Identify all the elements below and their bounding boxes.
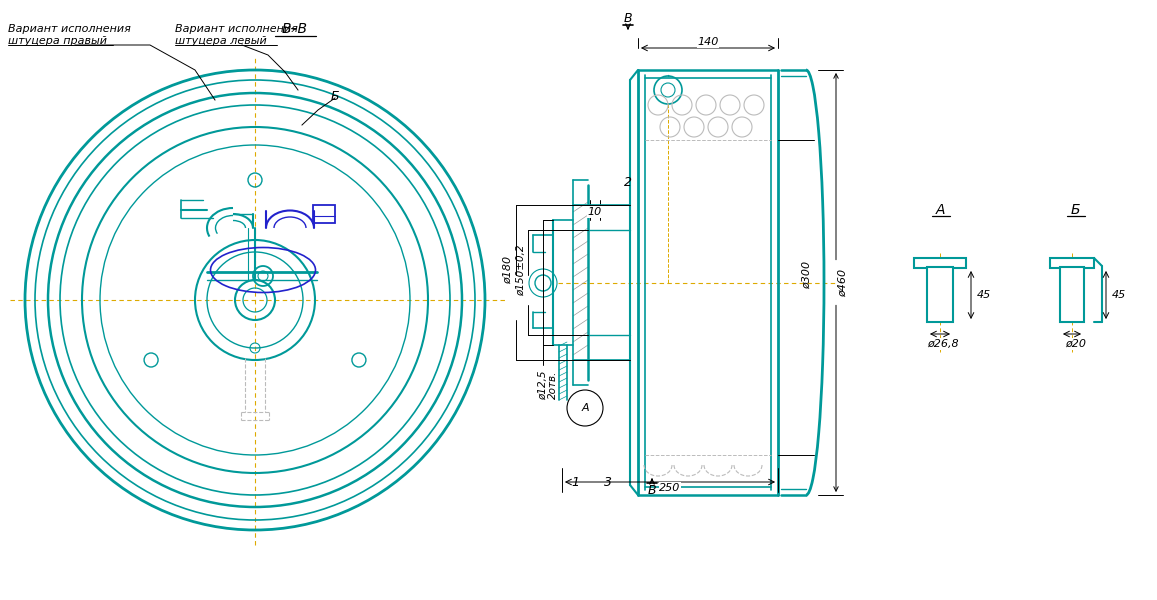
Text: В: В bbox=[648, 484, 656, 497]
Text: ø12,5: ø12,5 bbox=[538, 370, 548, 400]
Text: ø180: ø180 bbox=[503, 256, 513, 284]
Text: ø150±0,2: ø150±0,2 bbox=[516, 244, 526, 296]
Text: 3: 3 bbox=[604, 475, 612, 488]
Text: Б: Б bbox=[1070, 203, 1079, 217]
Text: ø26,8: ø26,8 bbox=[927, 339, 959, 349]
Text: штуцера правый: штуцера правый bbox=[8, 36, 106, 46]
Text: A: A bbox=[581, 403, 589, 413]
Text: А: А bbox=[935, 203, 945, 217]
Text: 45: 45 bbox=[1112, 290, 1126, 300]
Text: 1: 1 bbox=[572, 475, 578, 488]
Bar bbox=[914, 258, 966, 268]
Text: ø300: ø300 bbox=[802, 260, 812, 289]
Text: Вариант исполнения: Вариант исполнения bbox=[175, 24, 297, 34]
Text: 10: 10 bbox=[588, 207, 602, 217]
Bar bbox=[314, 205, 336, 223]
Text: ø20: ø20 bbox=[1066, 339, 1086, 349]
Bar bbox=[927, 267, 953, 322]
Text: штуцера левый: штуцера левый bbox=[175, 36, 267, 46]
Text: В–В: В–В bbox=[282, 22, 308, 36]
Text: 2отв.: 2отв. bbox=[548, 371, 558, 399]
Text: В: В bbox=[624, 11, 633, 25]
Text: 250: 250 bbox=[659, 483, 680, 493]
Bar bbox=[1051, 258, 1095, 268]
Text: 45: 45 bbox=[977, 290, 992, 300]
Text: 2: 2 bbox=[624, 175, 632, 188]
Text: Вариант исполнения: Вариант исполнения bbox=[8, 24, 131, 34]
Text: 140: 140 bbox=[698, 37, 718, 47]
Bar bbox=[1060, 267, 1084, 322]
Text: ø460: ø460 bbox=[838, 268, 848, 296]
Text: Б: Б bbox=[331, 89, 339, 103]
